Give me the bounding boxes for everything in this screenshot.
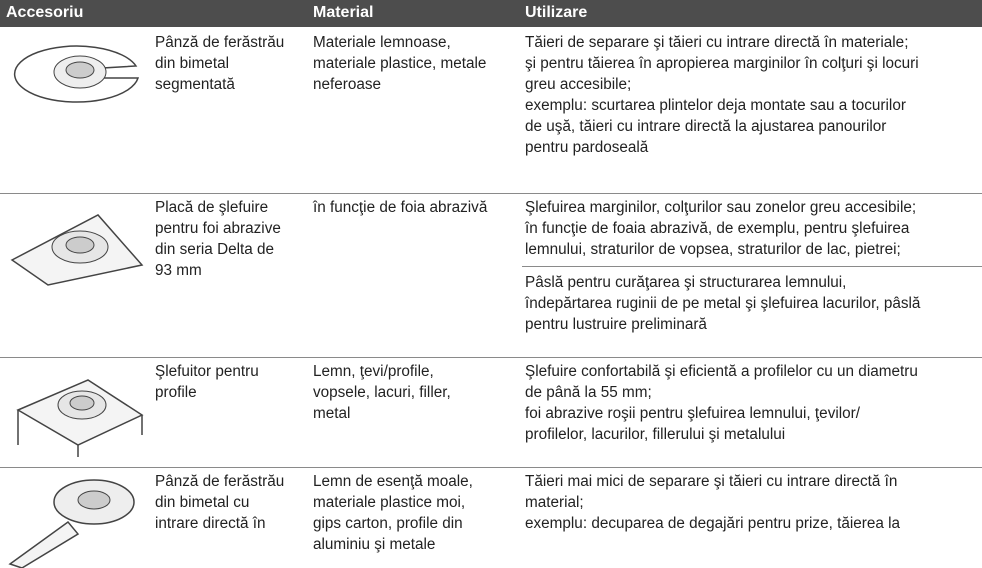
material-text: metal (313, 405, 351, 422)
usage-text: material; (525, 494, 584, 511)
usage-text: şi pentru tăierea în apropierea marginil… (525, 55, 919, 72)
usage-text: de uşă, tăieri cu intrare directă la aju… (525, 118, 887, 135)
saw-blade-icon (13, 45, 140, 103)
profile-sander-icon (16, 379, 144, 457)
usage-text: foi abrazive roşii pentru şlefuirea lemn… (525, 405, 860, 422)
usage-text: Şlefuirea marginilor, colţurilor sau zon… (525, 199, 917, 216)
material-text: gips carton, profile din (313, 515, 463, 532)
material-text: Materiale lemnoase, (313, 34, 451, 51)
accessory-name: pentru foi abrazive (155, 220, 281, 237)
usage-text: pentru pardoseală (525, 139, 649, 156)
material-text: materiale plastice moi, (313, 494, 466, 511)
plunge-blade-icon (8, 479, 135, 568)
usage-text: pentru lustruire preliminară (525, 316, 707, 333)
usage-text: greu accesibile; (525, 76, 632, 93)
usage-text: îndepărtarea ruginii de pe metal şi şlef… (525, 295, 921, 312)
accessory-name: din seria Delta de (155, 241, 275, 258)
material-text: aluminiu şi metale (313, 536, 436, 553)
accessory-name: Pânză de ferăstrău (155, 473, 285, 490)
usage-text: Pâslă pentru curăţarea şi structurarea l… (525, 274, 847, 291)
header-cell: Material (313, 4, 374, 21)
usage-text: în funcţie de foaia abrazivă, de exemplu… (525, 220, 910, 237)
material-text: materiale plastice, metale (313, 55, 487, 72)
row-divider (0, 357, 982, 358)
usage-text: exemplu: decuparea de degajări pentru pr… (525, 515, 901, 532)
usage-text: Tăieri mai mici de separare şi tăieri cu… (525, 473, 898, 490)
accessory-name: profile (155, 384, 197, 401)
accessory-name: intrare directă în (155, 515, 266, 532)
accessory-name: Placă de şlefuire (155, 199, 269, 216)
header-cell: Utilizare (525, 4, 588, 21)
usage-text: profilelor, lacurilor, fillerului şi met… (525, 426, 786, 443)
usage-text: lemnului, straturilor de vopsea, stratur… (525, 241, 901, 258)
header-row: Accesoriu Material Utilizare (0, 0, 982, 27)
usage-text: exemplu: scurtarea plintelor deja montat… (525, 97, 906, 114)
usage-text: Tăieri de separare şi tăieri cu intrare … (525, 34, 909, 51)
material-text: neferoase (313, 76, 382, 93)
accessory-name: din bimetal (155, 55, 229, 72)
usage-text: de până la 55 mm; (525, 384, 652, 401)
sanding-plate-icon (10, 214, 144, 286)
material-text: Lemn, ţevi/profile, (313, 363, 434, 380)
usage-text: Şlefuire confortabilă şi eficientă a pro… (525, 363, 918, 380)
accessory-name: din bimetal cu (155, 494, 250, 511)
material-text: vopsele, lacuri, filler, (313, 384, 451, 401)
row-divider (0, 467, 982, 468)
header-cell: Accesoriu (6, 4, 84, 21)
accessory-name: Şlefuitor pentru (155, 363, 259, 380)
row-divider (0, 193, 982, 194)
paragraph-divider (522, 266, 982, 267)
accessory-name: Pânză de ferăstrău (155, 34, 285, 51)
accessory-name: segmentată (155, 76, 235, 93)
accessory-name: 93 mm (155, 262, 202, 279)
material-text: în funcţie de foia abrazivă (313, 199, 488, 216)
material-text: Lemn de esenţă moale, (313, 473, 473, 490)
